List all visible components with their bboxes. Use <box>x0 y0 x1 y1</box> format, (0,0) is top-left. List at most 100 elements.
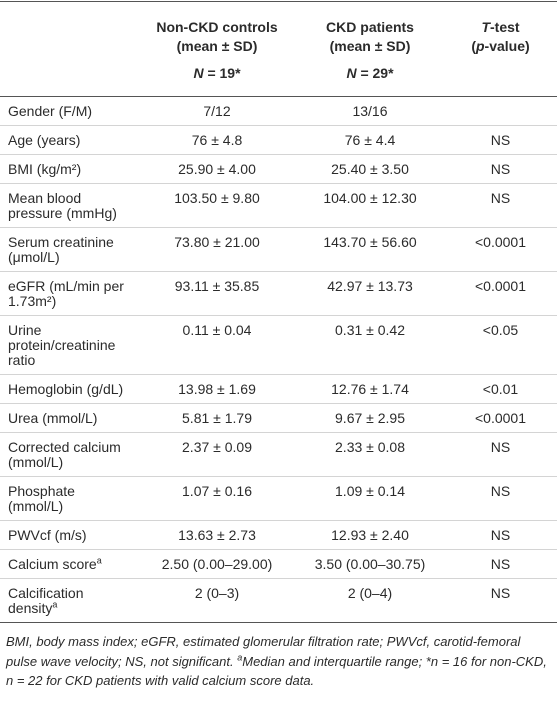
superscript: a <box>52 598 58 609</box>
table-row: Urea (mmol/L) 5.81 ± 1.79 9.67 ± 2.95 <0.00… <box>0 404 557 433</box>
row-label: Hemoglobin (g/dL) <box>0 375 138 404</box>
table-cell: 9.67 ± 2.95 <box>335 409 405 426</box>
table-body: Gender (F/M) 7/12 13/16 Age (years) 76 ± 4.8… <box>0 97 557 623</box>
header-line: (p-value) <box>448 37 553 56</box>
label-text: Urea (mmol/L) <box>8 409 98 426</box>
text-run: T <box>481 19 490 35</box>
header-line: (mean ± SD) <box>300 37 440 56</box>
label-text: Calcium score <box>8 555 97 572</box>
table-cell: 2 (0–4) <box>347 584 393 601</box>
text-run: (mean ± SD) <box>329 38 411 54</box>
table-cell: NS <box>490 160 511 177</box>
row-label: Gender (F/M) <box>0 97 138 126</box>
table-cell: 0.31 ± 0.42 <box>335 321 405 338</box>
table-row: Calcium scorea 2.50 (0.00–29.00) 3.50 (0.0… <box>0 550 557 579</box>
label-text: Hemoglobin (g/dL) <box>8 380 124 397</box>
table-cell: 12.76 ± 1.74 <box>331 380 409 397</box>
header-line: CKD patients <box>300 18 440 37</box>
text-run: -test <box>490 19 520 35</box>
header-line: T-test <box>448 18 553 37</box>
table-cell: NS <box>490 131 511 148</box>
table-cell: 93.11 ± 35.85 <box>174 277 260 294</box>
table-row: BMI (kg/m²) 25.90 ± 4.00 25.40 ± 3.50 NS <box>0 155 557 184</box>
table-cell: 13.63 ± 2.73 <box>178 526 256 543</box>
label-text: Corrected calcium (mmol/L) <box>8 438 121 470</box>
label-text: Serum creatinine (μmol/L) <box>8 233 114 265</box>
text-run: N <box>193 65 204 81</box>
table-head: Non-CKD controls (mean ± SD) N = 19* CKD pa… <box>0 1 557 97</box>
table-cell: <0.0001 <box>475 233 526 250</box>
header-row: Non-CKD controls (mean ± SD) N = 19* CKD pa… <box>0 1 557 97</box>
label-text: Calcification density <box>8 584 84 616</box>
header-line: N = 29* <box>300 64 440 83</box>
column-header: CKD patients (mean ± SD) N = 29* <box>296 2 444 97</box>
table-cell: 5.81 ± 1.79 <box>182 409 252 426</box>
column-header: T-test (p-value) <box>444 2 557 97</box>
table-cell: 25.90 ± 4.00 <box>178 160 256 177</box>
table-cell: 3.50 (0.00–30.75) <box>314 555 426 572</box>
table-row: PWVcf (m/s) 13.63 ± 2.73 12.93 ± 2.40 NS <box>0 521 557 550</box>
text-run: N <box>346 65 357 81</box>
column-header <box>0 2 138 97</box>
row-label: Calcification densitya <box>0 579 138 623</box>
table-cell: 73.80 ± 21.00 <box>174 233 260 250</box>
row-label: Urine protein/creatinine ratio <box>0 316 138 375</box>
data-table: Non-CKD controls (mean ± SD) N = 19* CKD pa… <box>0 1 557 623</box>
label-text: Mean blood pressure (mmHg) <box>8 189 117 221</box>
table-cell: 2.33 ± 0.08 <box>335 438 405 455</box>
table-cell: 143.70 ± 56.60 <box>323 233 417 250</box>
row-label: Age (years) <box>0 126 138 155</box>
label-text: Gender (F/M) <box>8 102 93 119</box>
text-run: BMI, body mass index; eGFR, estimated gl… <box>6 634 521 669</box>
table-row: eGFR (mL/min per 1.73m²) 93.11 ± 35.85 42.… <box>0 272 557 316</box>
table-cell <box>444 97 557 126</box>
table-cell: NS <box>490 584 511 601</box>
table-row: Hemoglobin (g/dL) 13.98 ± 1.69 12.76 ± 1.7… <box>0 375 557 404</box>
row-label: Urea (mmol/L) <box>0 404 138 433</box>
text-run: Median and interquartile range; *n = 16 … <box>6 653 547 689</box>
label-text: eGFR (mL/min per 1.73m²) <box>8 277 124 309</box>
row-label: BMI (kg/m²) <box>0 155 138 184</box>
table-cell: NS <box>490 482 511 499</box>
row-label: Corrected calcium (mmol/L) <box>0 433 138 477</box>
header-line: (mean ± SD) <box>142 37 292 56</box>
text-run: (mean ± SD) <box>176 38 258 54</box>
table-row: Serum creatinine (μmol/L) 73.80 ± 21.00 14… <box>0 228 557 272</box>
table-cell: <0.01 <box>482 380 519 397</box>
row-label: PWVcf (m/s) <box>0 521 138 550</box>
label-text: Age (years) <box>8 131 81 148</box>
row-label: Mean blood pressure (mmHg) <box>0 184 138 228</box>
table-cell: <0.0001 <box>475 277 526 294</box>
table-cell: 12.93 ± 2.40 <box>331 526 409 543</box>
table-cell: 42.97 ± 13.73 <box>327 277 413 294</box>
table-cell: 7/12 <box>203 102 231 119</box>
table-cell: 2.50 (0.00–29.00) <box>161 555 273 572</box>
label-text: Urine protein/creatinine ratio <box>8 321 116 368</box>
table-cell: 25.40 ± 3.50 <box>331 160 409 177</box>
table-row: Age (years) 76 ± 4.8 76 ± 4.4 NS <box>0 126 557 155</box>
table-cell: 76 ± 4.8 <box>191 131 243 148</box>
header-line: N = 19* <box>142 64 292 83</box>
table-cell: 76 ± 4.4 <box>344 131 396 148</box>
superscript: a <box>96 554 102 565</box>
table-cell: NS <box>490 555 511 572</box>
header-line: Non-CKD controls <box>142 18 292 37</box>
text-run: = 19* <box>203 65 241 81</box>
text-run: p <box>475 38 485 54</box>
table-cell: 2.37 ± 0.09 <box>182 438 252 455</box>
table-row: Calcification densitya 2 (0–3) 2 (0–4) NS <box>0 579 557 623</box>
text-run: CKD patients <box>326 19 414 35</box>
label-text: BMI (kg/m²) <box>8 160 82 177</box>
table-row: Mean blood pressure (mmHg) 103.50 ± 9.80 1… <box>0 184 557 228</box>
table-row: Phosphate (mmol/L) 1.07 ± 0.16 1.09 ± 0.14… <box>0 477 557 521</box>
footnote: BMI, body mass index; eGFR, estimated gl… <box>0 623 557 691</box>
label-text: Phosphate (mmol/L) <box>8 482 75 514</box>
table-cell: 0.11 ± 0.04 <box>182 321 252 338</box>
column-header: Non-CKD controls (mean ± SD) N = 19* <box>138 2 296 97</box>
table-cell: <0.05 <box>482 321 519 338</box>
text-run: -value) <box>484 38 530 54</box>
row-label: eGFR (mL/min per 1.73m²) <box>0 272 138 316</box>
table-cell: 13.98 ± 1.69 <box>178 380 256 397</box>
table-cell: NS <box>490 526 511 543</box>
